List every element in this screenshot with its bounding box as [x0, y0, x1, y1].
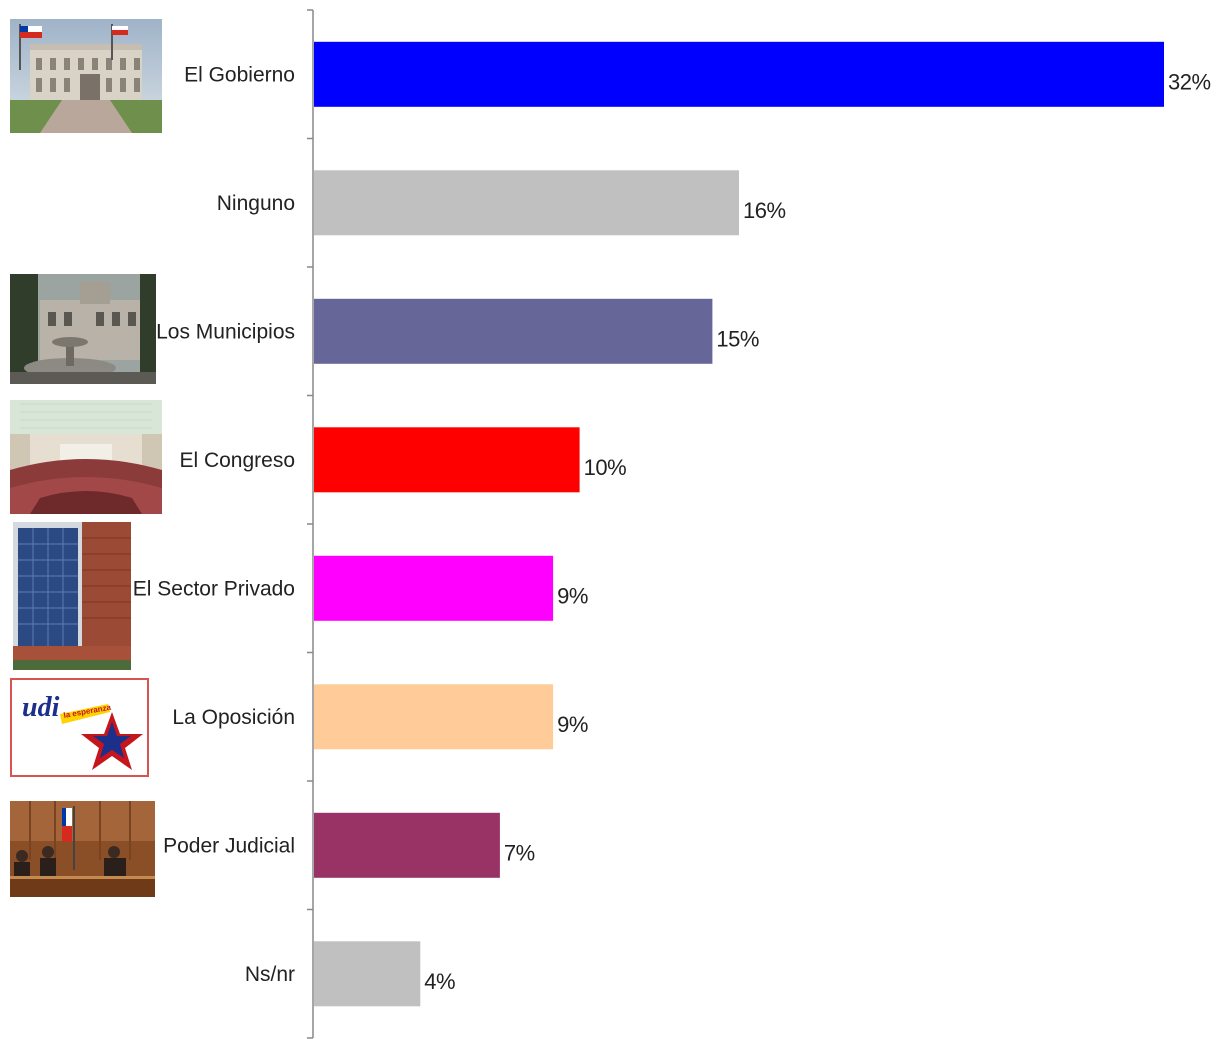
bar-el-congreso [314, 427, 580, 493]
bar-el-gobierno [314, 41, 1164, 107]
bar-ns-nr [314, 941, 421, 1007]
bar-la-oposicion [314, 684, 554, 750]
bar-series [314, 41, 1164, 1007]
category-label-el-gobierno: El Gobierno [184, 63, 295, 86]
congress-chamber-photo [10, 400, 162, 514]
category-label-ninguno: Ninguno [217, 192, 295, 215]
value-label-el-gobierno: 32% [1168, 69, 1211, 94]
value-label-el-congreso: 10% [584, 455, 627, 480]
value-label-los-municipios: 15% [716, 326, 759, 351]
bar-poder-judicial [314, 812, 500, 878]
value-label-el-sector-privado: 9% [557, 583, 588, 608]
category-label-poder-judicial: Poder Judicial [163, 834, 295, 857]
category-labels: El Gobierno Ninguno Los Municipios El Congr… [133, 63, 295, 986]
category-label-ns-nr: Ns/nr [245, 963, 295, 986]
value-labels: 32% 16% 15% 10% 9% 9% 7% 4% [424, 69, 1211, 994]
category-axis-ticks [307, 9, 313, 1039]
udi-party-logo: udi la esperanza [10, 678, 149, 777]
bar-el-sector-privado [314, 555, 554, 621]
bar-los-municipios [314, 298, 713, 364]
value-label-la-oposicion: 9% [557, 712, 588, 737]
category-label-la-oposicion: La Oposición [172, 706, 295, 729]
category-label-el-sector-privado: El Sector Privado [133, 577, 295, 600]
value-label-ns-nr: 4% [424, 969, 455, 994]
category-label-los-municipios: Los Municipios [156, 320, 295, 343]
municipal-building-photo [10, 274, 156, 384]
value-label-poder-judicial: 7% [504, 840, 535, 865]
category-label-el-congreso: El Congreso [179, 449, 295, 472]
value-label-ninguno: 16% [743, 198, 786, 223]
court-hearing-photo [10, 801, 155, 897]
government-palace-photo [10, 19, 162, 133]
bar-ninguno [314, 170, 739, 236]
svg-text:udi: udi [22, 692, 60, 723]
office-tower-photo [13, 522, 131, 670]
